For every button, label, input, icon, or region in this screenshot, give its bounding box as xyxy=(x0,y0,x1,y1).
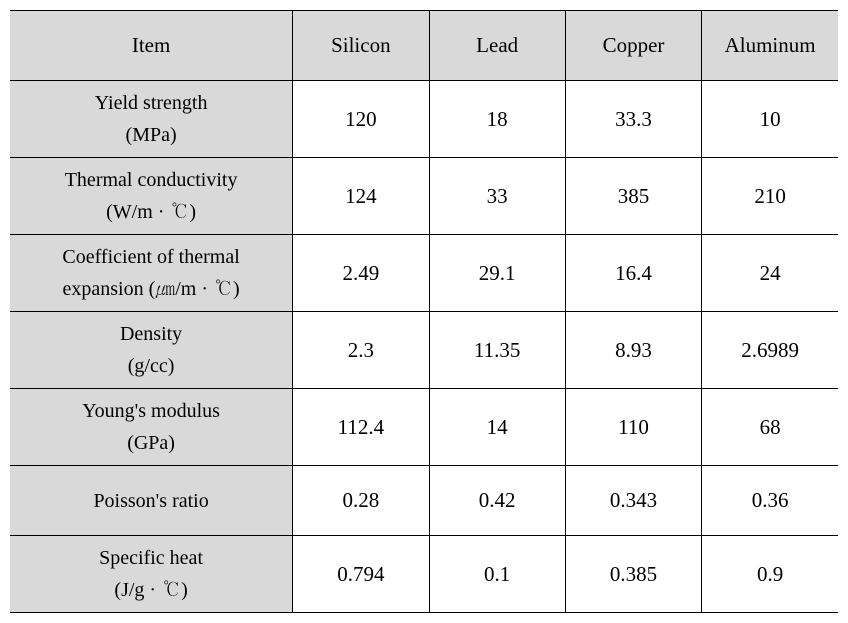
cell: 110 xyxy=(565,389,701,466)
cell: 0.28 xyxy=(293,466,429,536)
row-label-line1: Specific heat xyxy=(99,547,203,569)
row-label-line2: (g/cc) xyxy=(128,355,175,377)
cell: 8.93 xyxy=(565,312,701,389)
cell: 0.794 xyxy=(293,536,429,613)
cell: 16.4 xyxy=(565,235,701,312)
cell: 0.385 xyxy=(565,536,701,613)
cell: 385 xyxy=(565,158,701,235)
table-row: Poisson's ratio 0.28 0.42 0.343 0.36 xyxy=(10,466,838,536)
cell: 2.6989 xyxy=(702,312,838,389)
row-label-line2: (W/m · ℃) xyxy=(106,201,196,223)
row-label-line2: expansion (㎛/m · ℃) xyxy=(62,278,239,300)
col-header-copper: Copper xyxy=(565,11,701,81)
table-row: Young's modulus (GPa) 112.4 14 110 68 xyxy=(10,389,838,466)
row-label: Young's modulus (GPa) xyxy=(10,389,293,466)
cell: 120 xyxy=(293,81,429,158)
table-row: Specific heat (J/g · ℃) 0.794 0.1 0.385 … xyxy=(10,536,838,613)
table-row: Thermal conductivity (W/m · ℃) 124 33 38… xyxy=(10,158,838,235)
row-label-line1: Thermal conductivity xyxy=(65,169,238,191)
header-row: Item Silicon Lead Copper Aluminum xyxy=(10,11,838,81)
cell: 0.9 xyxy=(702,536,838,613)
row-label: Thermal conductivity (W/m · ℃) xyxy=(10,158,293,235)
cell: 18 xyxy=(429,81,565,158)
cell: 112.4 xyxy=(293,389,429,466)
cell: 210 xyxy=(702,158,838,235)
cell: 24 xyxy=(702,235,838,312)
row-label: Coefficient of thermal expansion (㎛/m · … xyxy=(10,235,293,312)
row-label: Specific heat (J/g · ℃) xyxy=(10,536,293,613)
cell: 0.343 xyxy=(565,466,701,536)
col-header-lead: Lead xyxy=(429,11,565,81)
row-label-line2: (GPa) xyxy=(127,432,175,454)
cell: 33 xyxy=(429,158,565,235)
row-label-line1: Coefficient of thermal xyxy=(62,246,239,268)
cell: 0.42 xyxy=(429,466,565,536)
col-header-aluminum: Aluminum xyxy=(702,11,838,81)
col-header-silicon: Silicon xyxy=(293,11,429,81)
row-label-line1: Young's modulus xyxy=(82,400,220,422)
table-row: Density (g/cc) 2.3 11.35 8.93 2.6989 xyxy=(10,312,838,389)
row-label-line1: Poisson's ratio xyxy=(93,490,208,512)
table-row: Coefficient of thermal expansion (㎛/m · … xyxy=(10,235,838,312)
cell: 68 xyxy=(702,389,838,466)
cell: 33.3 xyxy=(565,81,701,158)
cell: 14 xyxy=(429,389,565,466)
row-label-line2: (J/g · ℃) xyxy=(114,579,187,601)
row-label-line1: Yield strength xyxy=(95,92,208,114)
cell: 124 xyxy=(293,158,429,235)
row-label: Yield strength (MPa) xyxy=(10,81,293,158)
row-label: Poisson's ratio xyxy=(10,466,293,536)
cell: 2.3 xyxy=(293,312,429,389)
cell: 0.36 xyxy=(702,466,838,536)
cell: 2.49 xyxy=(293,235,429,312)
cell: 11.35 xyxy=(429,312,565,389)
materials-table: Item Silicon Lead Copper Aluminum Yield … xyxy=(10,10,838,613)
cell: 29.1 xyxy=(429,235,565,312)
cell: 0.1 xyxy=(429,536,565,613)
col-header-item: Item xyxy=(10,11,293,81)
row-label-line1: Density xyxy=(120,323,182,345)
row-label-line2: (MPa) xyxy=(126,124,177,146)
row-label: Density (g/cc) xyxy=(10,312,293,389)
table-row: Yield strength (MPa) 120 18 33.3 10 xyxy=(10,81,838,158)
cell: 10 xyxy=(702,81,838,158)
